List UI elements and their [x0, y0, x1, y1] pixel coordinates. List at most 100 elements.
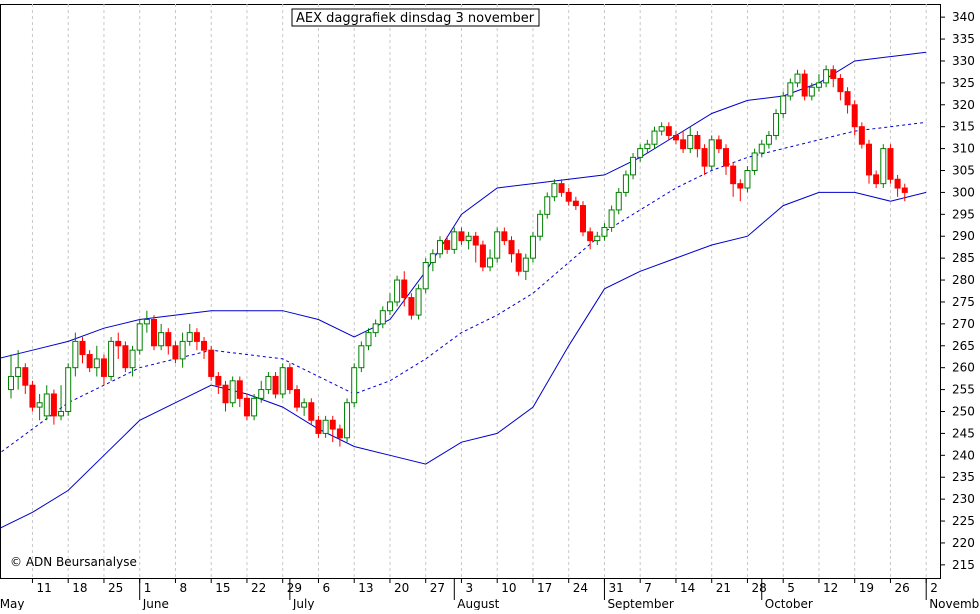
- candle-body: [572, 200, 579, 207]
- candle-body: [737, 183, 744, 189]
- candle-body: [773, 113, 780, 136]
- candle-body: [372, 323, 379, 334]
- candle: [551, 179, 558, 202]
- candle: [93, 345, 100, 377]
- candle-body: [93, 358, 100, 369]
- y-tick-label: 240: [952, 448, 975, 462]
- candle: [22, 363, 29, 394]
- candle-body: [386, 301, 393, 312]
- candle: [100, 354, 107, 386]
- candle: [43, 385, 50, 421]
- x-day-label: 25: [108, 581, 123, 595]
- candle: [866, 139, 872, 184]
- candle-body: [658, 126, 665, 132]
- candle-body: [243, 397, 250, 417]
- candle: [336, 424, 343, 447]
- candle: [672, 131, 679, 145]
- candle: [887, 144, 894, 184]
- candle: [344, 398, 351, 443]
- candle-body: [680, 139, 687, 150]
- candle: [858, 122, 865, 149]
- candle-body: [165, 332, 172, 347]
- candle-body: [494, 231, 501, 259]
- candle: [208, 345, 215, 381]
- x-month-label: August: [457, 597, 499, 610]
- x-month-label: July: [292, 597, 315, 610]
- candle-body: [580, 205, 586, 233]
- candle-body: [901, 187, 908, 193]
- candle-body: [801, 73, 808, 97]
- candle-body: [29, 384, 36, 408]
- candle-body: [565, 191, 572, 202]
- candle: [222, 380, 229, 412]
- candles: [8, 65, 908, 447]
- y-axis: 215 220 225 230 235 240 245 250 255 260 265 270 275 2…: [940, 10, 975, 572]
- candle-body: [515, 253, 522, 272]
- candle: [165, 328, 172, 355]
- candle-body: [687, 134, 694, 150]
- candle-body: [158, 332, 165, 347]
- x-day-label: 10: [501, 581, 516, 595]
- candle: [494, 227, 501, 263]
- candle-body: [844, 91, 851, 106]
- candle-body: [873, 174, 880, 185]
- candle-body: [236, 380, 243, 399]
- x-day-label: 28: [751, 581, 766, 595]
- candle-body: [215, 375, 222, 386]
- candle-body: [36, 402, 43, 408]
- y-tick-label: 250: [952, 404, 975, 418]
- bollinger-upper-band: [0, 51, 927, 359]
- candle: [830, 65, 837, 88]
- candle-body: [765, 134, 772, 145]
- candle-body: [708, 139, 715, 167]
- candle-body: [301, 402, 308, 408]
- candle-body: [108, 340, 115, 377]
- candle: [815, 74, 822, 92]
- candle-body: [751, 152, 758, 172]
- candle-body: [100, 358, 107, 377]
- candle-body: [644, 143, 651, 150]
- candle-body: [723, 148, 729, 167]
- y-tick-label: 305: [952, 164, 975, 178]
- candle: [615, 188, 622, 215]
- candle-body: [294, 389, 300, 408]
- candle: [408, 293, 415, 320]
- candle-body: [858, 126, 865, 145]
- candle: [143, 310, 150, 333]
- candle: [179, 332, 186, 368]
- candle-body: [437, 240, 443, 255]
- candle-body: [487, 257, 494, 268]
- chart-title-box: AEX daggrafiek dinsdag 3 november: [291, 8, 540, 27]
- candle-body: [815, 82, 822, 88]
- candle-body: [744, 170, 751, 189]
- candle: [444, 236, 451, 254]
- candle: [158, 323, 165, 351]
- candle-body: [358, 345, 365, 369]
- candle: [580, 201, 586, 237]
- y-tick-label: 230: [952, 492, 975, 506]
- candle: [808, 82, 815, 101]
- y-tick-label: 300: [952, 185, 975, 199]
- candle-body: [551, 183, 558, 198]
- candle: [465, 231, 472, 250]
- candle-body: [43, 393, 50, 417]
- y-tick-label: 215: [952, 558, 975, 572]
- bollinger-bands: [0, 51, 927, 529]
- x-day-label: 20: [394, 581, 409, 595]
- candle-body: [887, 148, 894, 180]
- candle: [451, 227, 458, 254]
- x-month-label: May: [0, 597, 25, 610]
- x-day-label: 18: [72, 581, 87, 595]
- x-day-label: 11: [36, 581, 51, 595]
- candle: [322, 415, 329, 438]
- candle-body: [787, 82, 794, 97]
- candle-body: [444, 240, 451, 250]
- candle-body: [651, 130, 658, 145]
- candle: [415, 284, 422, 320]
- candle-body: [672, 134, 679, 141]
- candle-body: [351, 367, 358, 404]
- candle-body: [880, 148, 887, 185]
- candle: [751, 148, 758, 175]
- candle: [787, 78, 794, 101]
- candle: [537, 209, 544, 241]
